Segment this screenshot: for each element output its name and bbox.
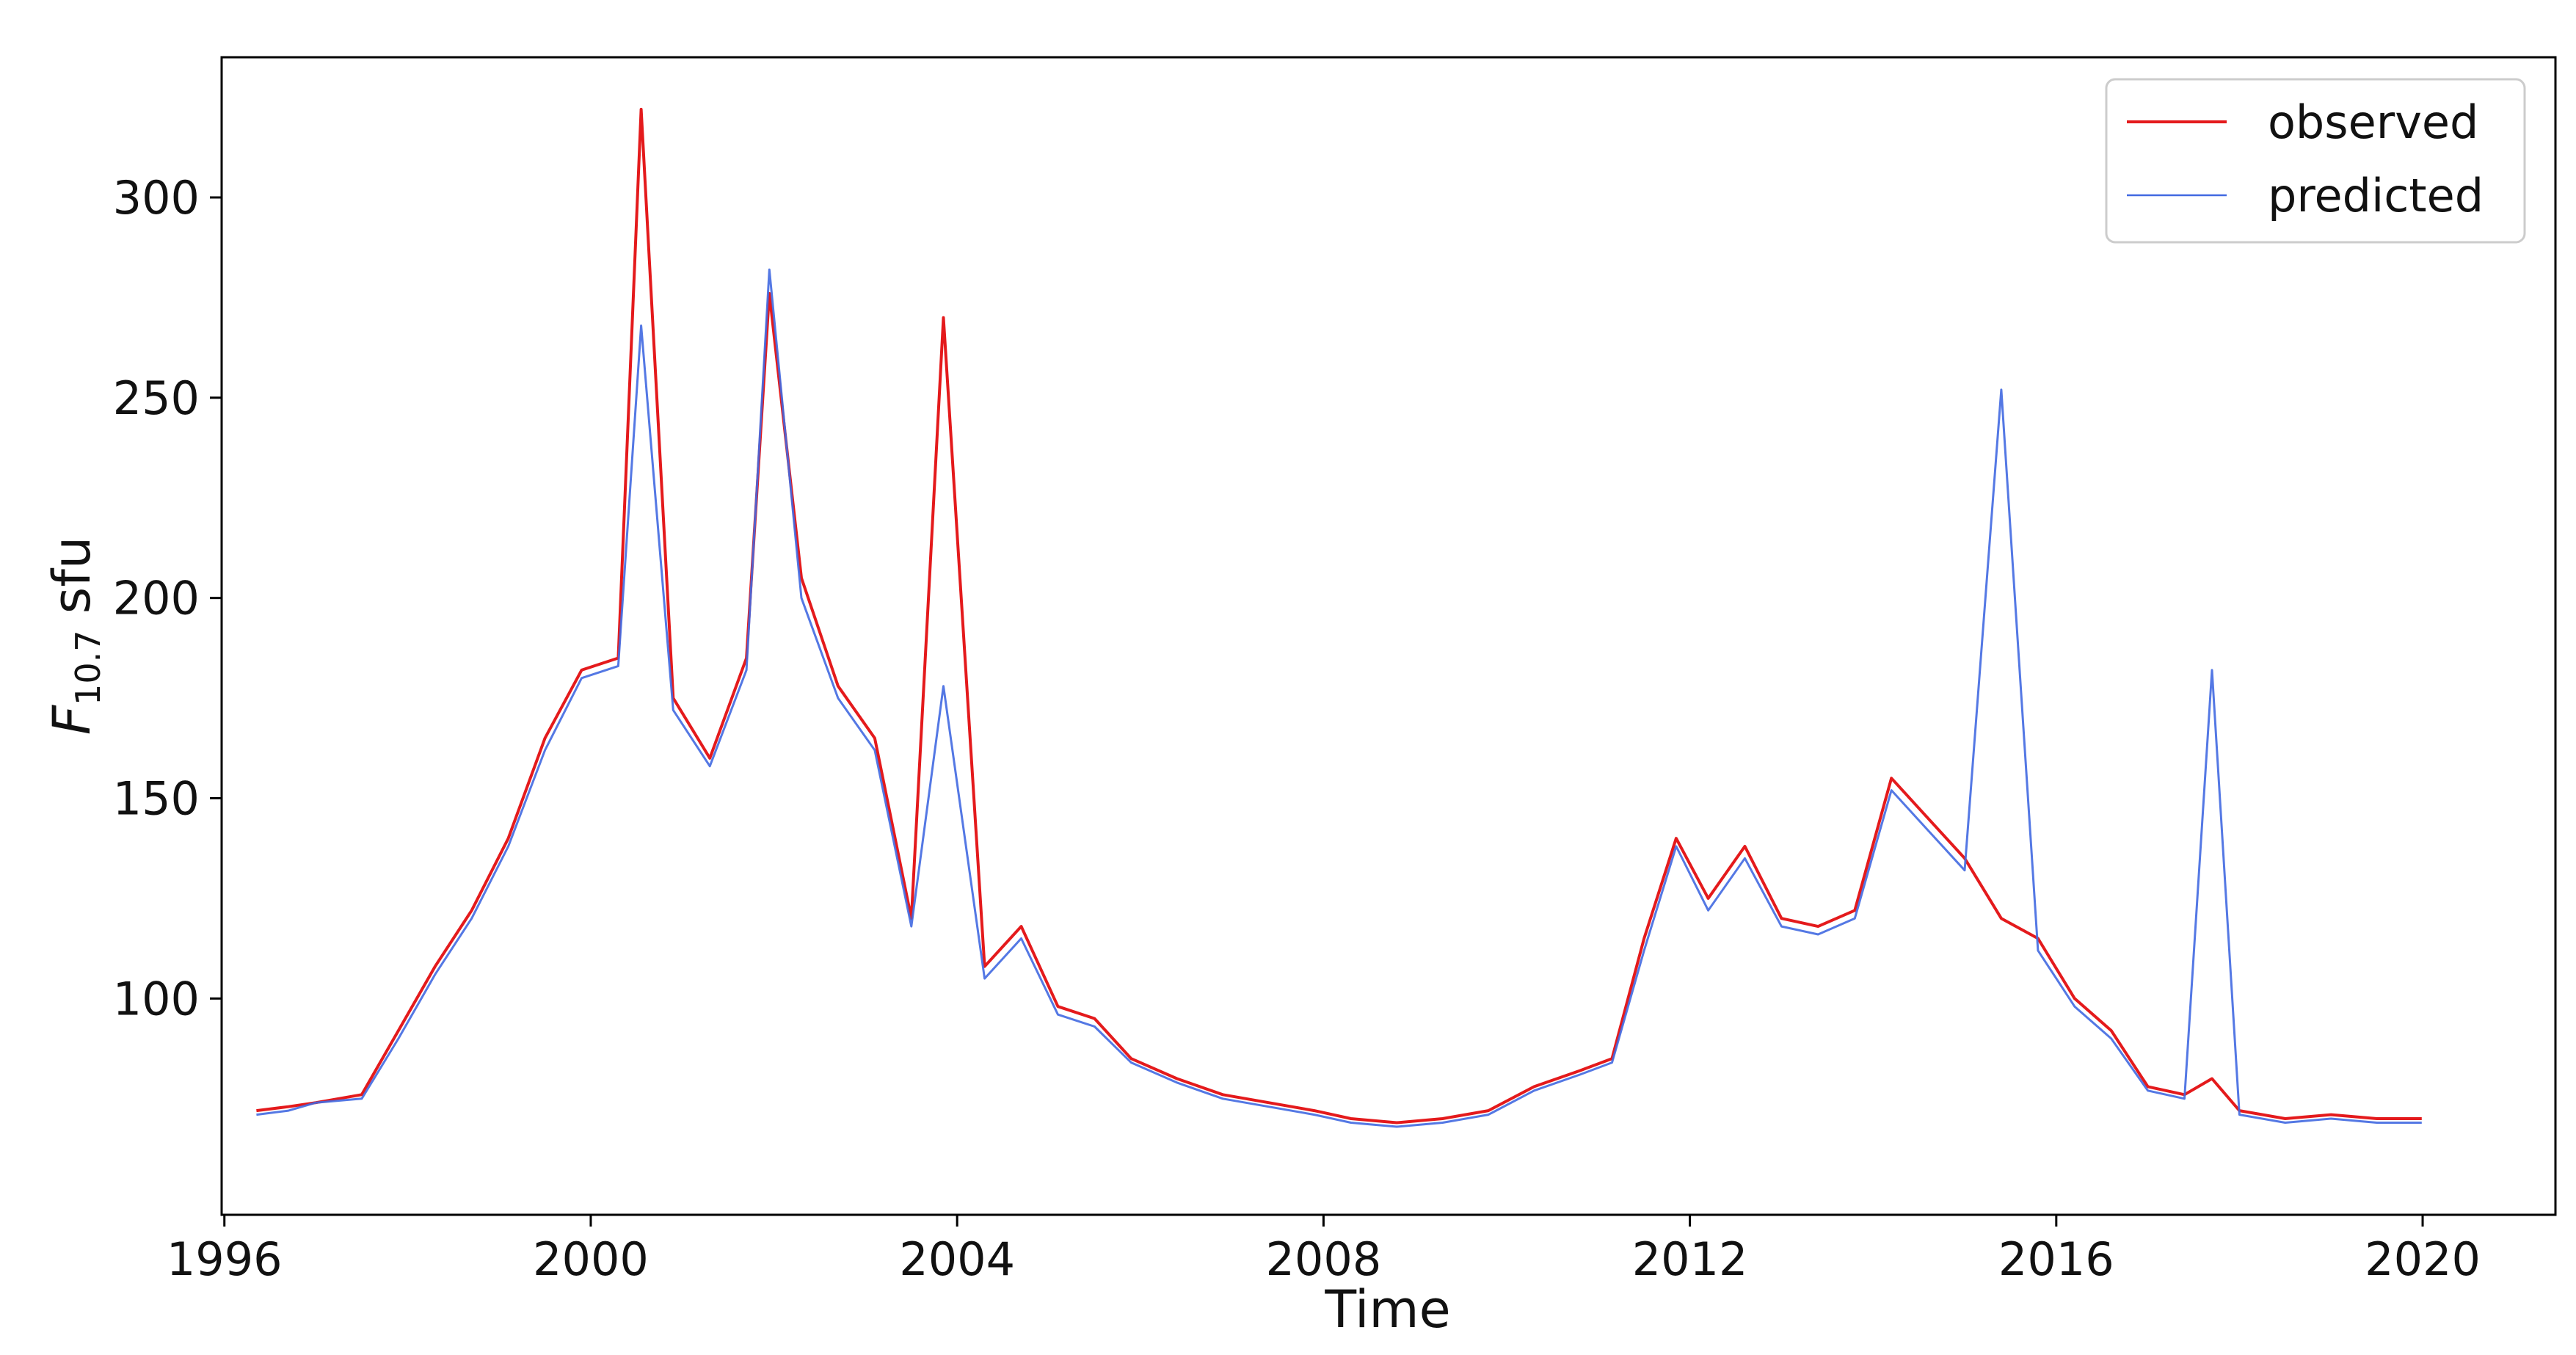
series-line-observed	[256, 107, 2422, 1125]
y-axis-label-spacer	[42, 614, 102, 630]
y-tick-label: 150	[113, 771, 200, 825]
y-axis-label-base: F	[42, 704, 102, 735]
x-tick-label: 2008	[1265, 1232, 1381, 1286]
legend-label-observed: observed	[2268, 95, 2478, 149]
x-axis-ticks: 1996 2000 2004 2008 2012 2016 2020	[167, 1215, 2481, 1286]
series-layer	[256, 107, 2422, 1128]
y-tick-label: 200	[113, 572, 200, 625]
y-tick-label: 250	[113, 371, 200, 425]
series-line-predicted	[256, 268, 2422, 1128]
y-axis-label-subscript: 10.7	[68, 631, 108, 705]
plot-frame	[220, 56, 2557, 1216]
y-axis-ticks: 100 150 200 250 300	[113, 171, 222, 1025]
x-tick-label: 1996	[167, 1232, 283, 1286]
x-axis-label: Time	[1324, 1279, 1450, 1340]
legend-box	[2105, 78, 2526, 244]
x-tick-label: 2020	[2365, 1232, 2481, 1286]
y-axis-label: F10.7 sfu	[42, 537, 108, 735]
y-tick-label: 300	[113, 171, 200, 225]
x-tick-label: 2004	[899, 1232, 1015, 1286]
y-axis-label-unit: sfu	[42, 537, 102, 614]
legend: observed predicted	[2105, 78, 2526, 244]
legend-label-predicted: predicted	[2268, 169, 2484, 222]
y-tick-label: 100	[113, 972, 200, 1025]
x-tick-label: 2000	[533, 1232, 649, 1286]
x-tick-label: 2012	[1632, 1232, 1748, 1286]
x-tick-label: 2016	[1998, 1232, 2114, 1286]
